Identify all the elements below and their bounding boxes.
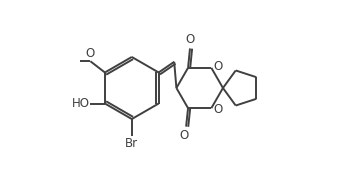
Text: Br: Br bbox=[125, 137, 138, 150]
Text: O: O bbox=[213, 60, 222, 73]
Text: O: O bbox=[179, 129, 189, 142]
Text: O: O bbox=[85, 48, 94, 60]
Text: O: O bbox=[213, 103, 222, 116]
Text: O: O bbox=[186, 33, 195, 46]
Text: HO: HO bbox=[71, 97, 90, 110]
